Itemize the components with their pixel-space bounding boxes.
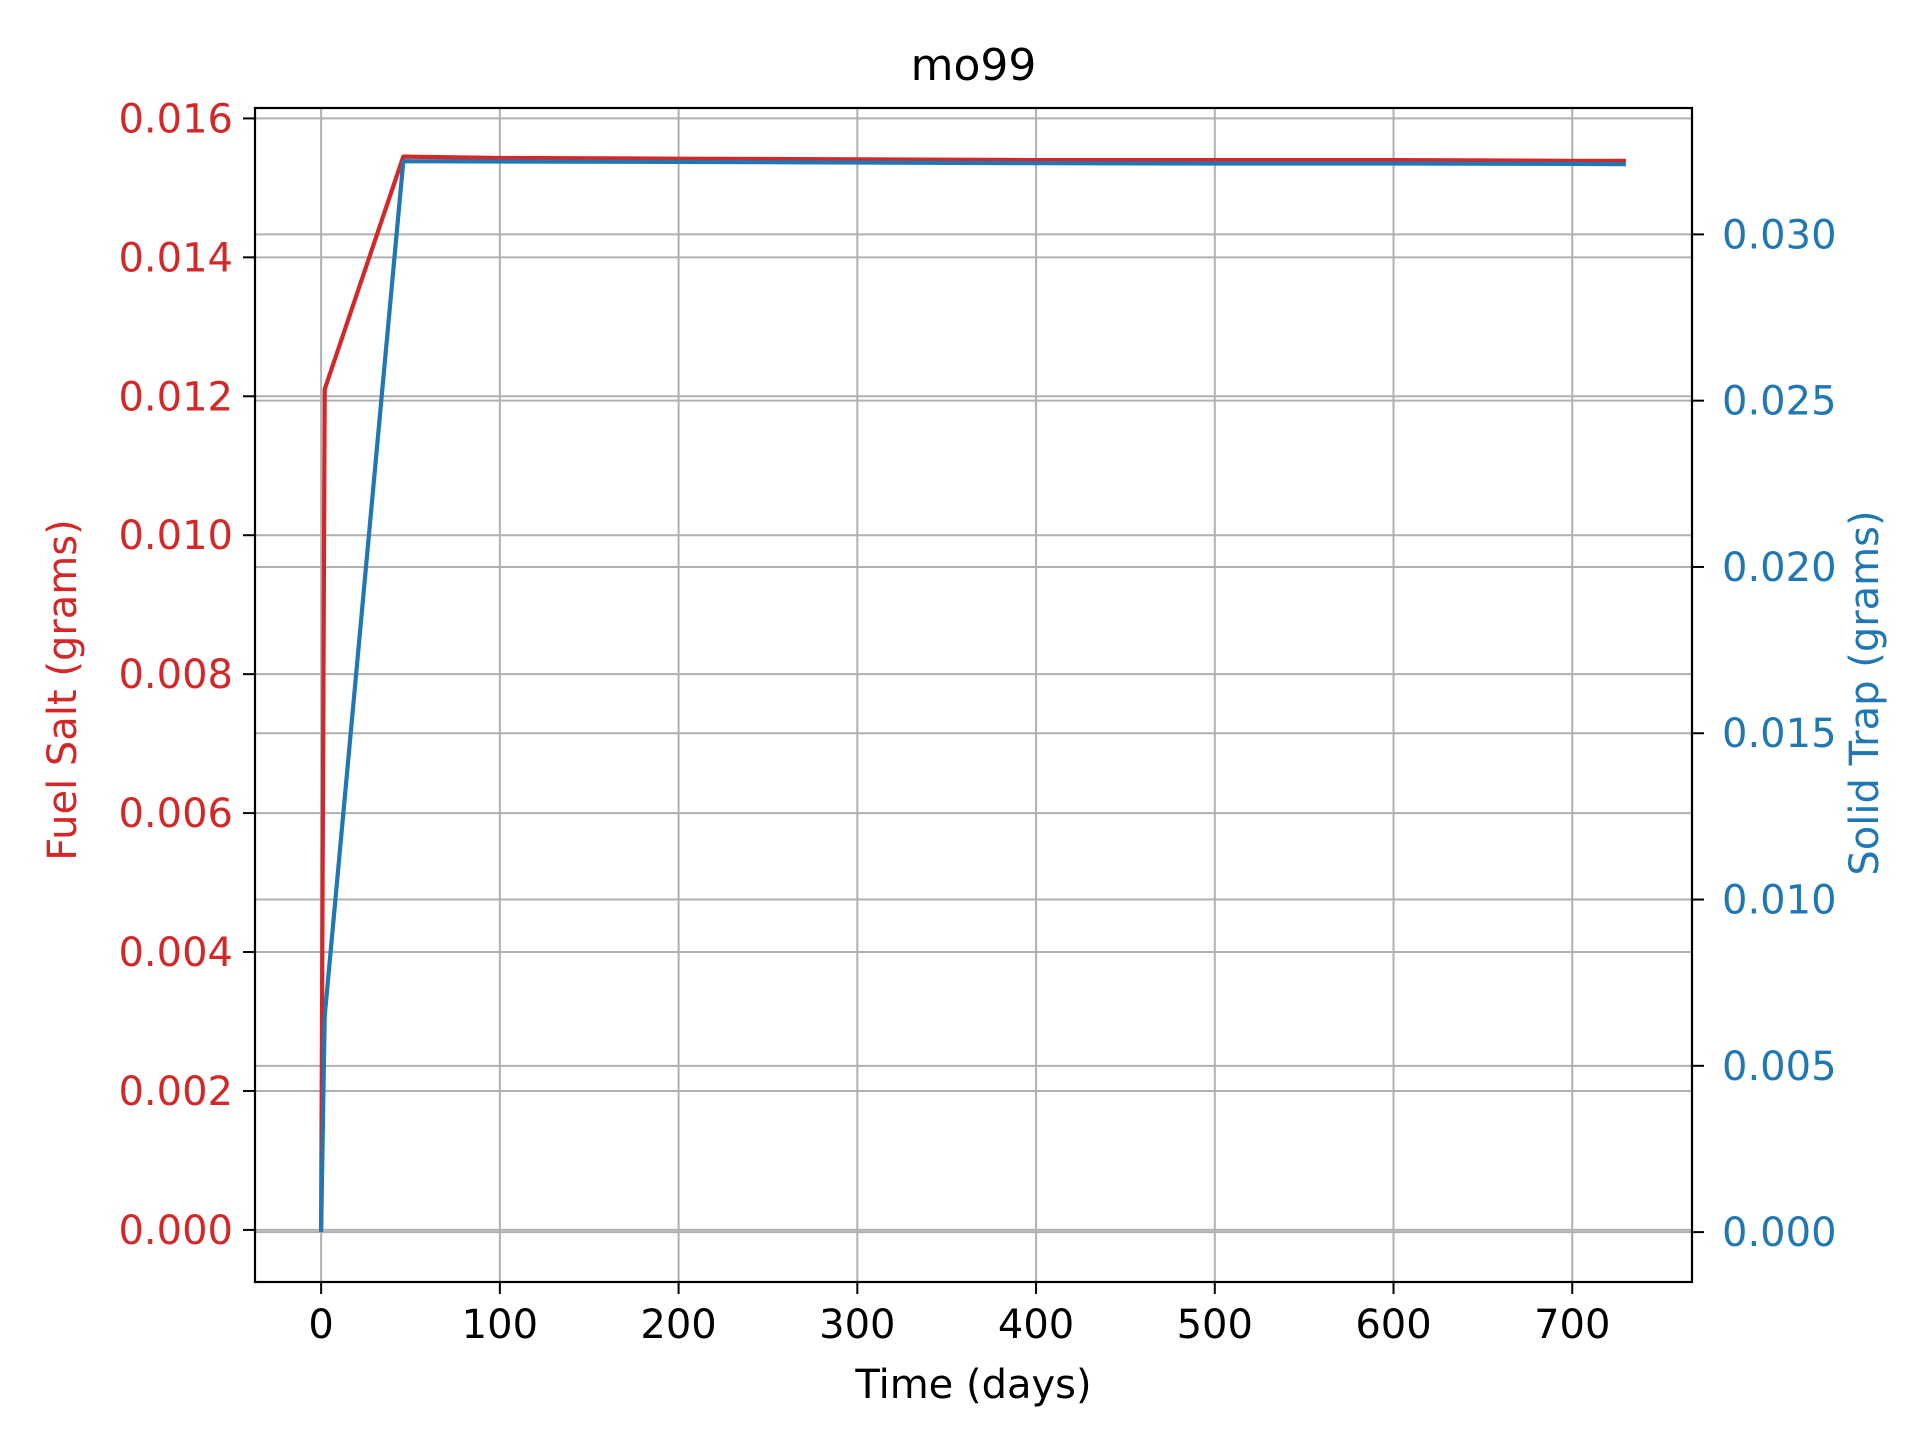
y-left-tick-label: 0.012 xyxy=(118,374,233,420)
ticks-layer: 0 100 200 300 400 500 600 700 0.000 0.002 0.004 0.0… xyxy=(118,96,1836,1348)
y-left-tick-label: 0.000 xyxy=(118,1208,233,1254)
y-right-tick-label: 0.025 xyxy=(1722,379,1837,425)
x-tick-label: 100 xyxy=(462,1302,538,1348)
y-right-tick-label: 0.020 xyxy=(1722,545,1837,591)
y-right-tick-label: 0.000 xyxy=(1722,1210,1837,1256)
y-left-axis-label: Fuel Salt (grams) xyxy=(40,519,86,860)
fuel-salt-line xyxy=(319,154,1626,1230)
y-left-tick-label: 0.004 xyxy=(118,930,233,976)
y-right-tick-label: 0.015 xyxy=(1722,711,1837,757)
y-left-tick-label: 0.006 xyxy=(118,791,233,837)
series-layer xyxy=(319,154,1626,1233)
x-tick-label: 500 xyxy=(1177,1302,1253,1348)
y-left-tick-label: 0.010 xyxy=(118,513,233,559)
y-left-tick-label: 0.008 xyxy=(118,652,233,698)
y-left-tick-label: 0.016 xyxy=(118,96,233,142)
grid-layer xyxy=(255,108,1692,1282)
chart-title: mo99 xyxy=(911,40,1037,91)
y-right-tick-label: 0.010 xyxy=(1722,878,1837,924)
y-right-tick-label: 0.030 xyxy=(1722,212,1837,258)
x-tick-label: 400 xyxy=(998,1302,1074,1348)
x-tick-label: 200 xyxy=(640,1302,716,1348)
y-right-axis-label: Solid Trap (grams) xyxy=(1842,510,1888,875)
x-axis-label: Time (days) xyxy=(854,1362,1091,1408)
y-left-tick-label: 0.002 xyxy=(118,1069,233,1115)
y-left-tick-label: 0.014 xyxy=(118,235,233,281)
solid-trap-line xyxy=(319,159,1626,1233)
x-tick-label: 700 xyxy=(1534,1302,1610,1348)
x-tick-label: 300 xyxy=(819,1302,895,1348)
x-tick-label: 0 xyxy=(308,1302,333,1348)
x-tick-label: 600 xyxy=(1355,1302,1431,1348)
y-right-tick-label: 0.005 xyxy=(1722,1044,1837,1090)
plot-frame xyxy=(253,106,1694,1284)
